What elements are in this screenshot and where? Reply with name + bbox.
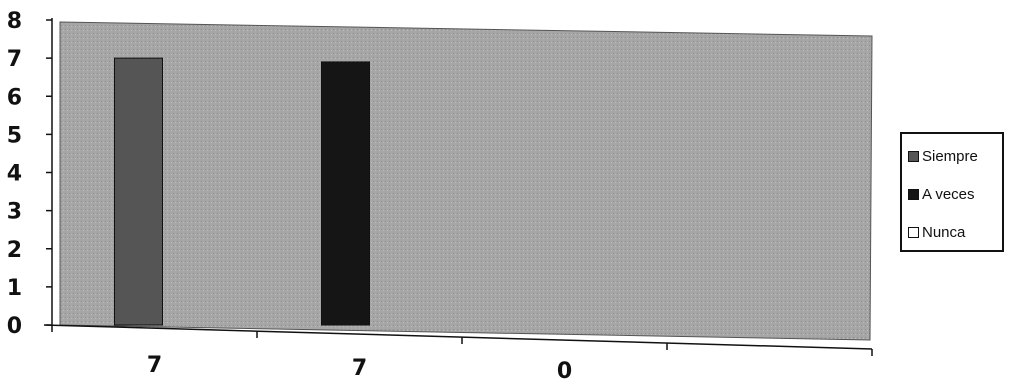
y-tick-label: 8 <box>7 9 22 34</box>
y-tick-label: 3 <box>7 200 22 225</box>
y-tick-label: 0 <box>7 314 22 339</box>
legend-item-a-veces: A veces <box>908 186 975 203</box>
legend-label-siempre: Siempre <box>922 148 978 165</box>
x-category-label: 7 <box>147 353 162 378</box>
y-tick-label: 2 <box>7 238 22 263</box>
y-tick-label: 5 <box>7 123 22 148</box>
y-tick-label: 1 <box>7 276 22 301</box>
y-tick-label: 7 <box>7 47 22 72</box>
legend-swatch-siempre <box>908 151 919 162</box>
bar-a-veces <box>321 61 370 326</box>
bar-siempre <box>114 57 163 326</box>
legend-swatch-a-veces <box>908 189 919 200</box>
legend-item-siempre: Siempre <box>908 148 978 165</box>
plot-background <box>59 21 873 341</box>
y-tick-label: 6 <box>7 85 22 110</box>
x-category-label: 7 <box>352 356 367 381</box>
chart-legend: Siempre A veces Nunca <box>900 132 1004 252</box>
legend-label-nunca: Nunca <box>922 224 966 241</box>
x-axis-line <box>43 324 873 350</box>
legend-label-a-veces: A veces <box>922 186 975 203</box>
x-category-label: 0 <box>557 359 572 384</box>
legend-swatch-nunca <box>908 227 919 238</box>
legend-item-nunca: Nunca <box>908 224 965 241</box>
y-tick-label: 4 <box>7 162 22 187</box>
